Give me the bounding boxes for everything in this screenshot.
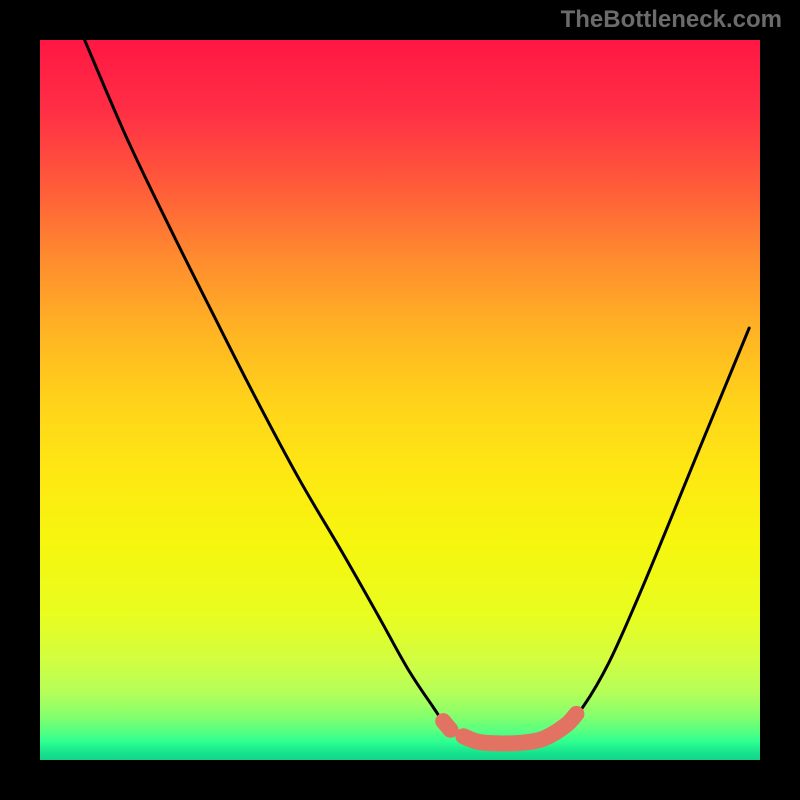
highlight-segment-1 bbox=[463, 714, 576, 744]
highlight-group bbox=[443, 714, 576, 744]
curve-layer bbox=[40, 40, 760, 760]
chart-stage: TheBottleneck.com bbox=[0, 0, 800, 800]
watermark-text: TheBottleneck.com bbox=[561, 6, 782, 34]
highlight-segment-0 bbox=[443, 721, 450, 730]
plot-area bbox=[40, 40, 760, 760]
bottleneck-curve bbox=[85, 40, 750, 744]
